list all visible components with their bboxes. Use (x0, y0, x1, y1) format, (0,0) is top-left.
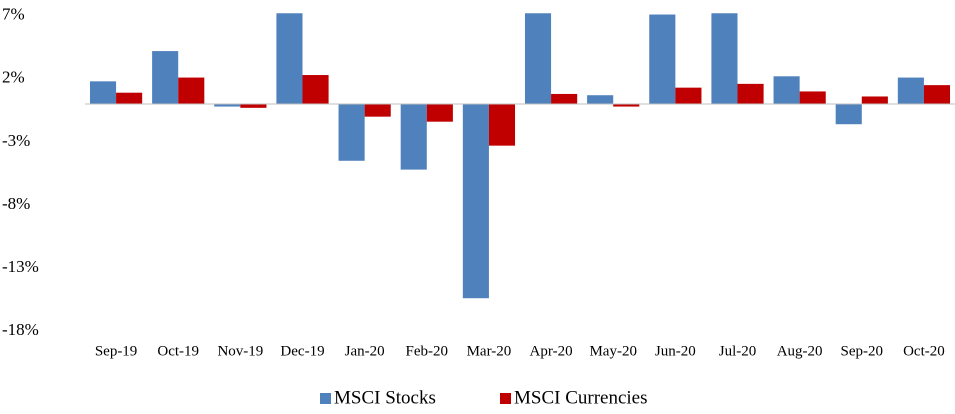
x-tick-label: Jun-20 (655, 343, 696, 359)
bar (737, 83, 764, 105)
legend-swatch (500, 393, 511, 404)
bar (240, 104, 267, 108)
bar (675, 87, 702, 105)
bar (524, 13, 552, 105)
bar (400, 104, 427, 170)
bar (799, 91, 826, 105)
x-tick-label: Jul-20 (719, 343, 757, 359)
y-tick-label: -3% (2, 131, 30, 150)
x-tick-label: Oct-20 (903, 343, 945, 359)
y-tick-label: 7% (2, 5, 25, 24)
bar (89, 81, 117, 105)
bar (364, 104, 391, 117)
x-tick-label: Nov-19 (217, 343, 263, 359)
bar (152, 51, 179, 105)
bar (587, 95, 614, 105)
x-tick-label: Sep-19 (95, 343, 138, 359)
y-tick-label: -18% (2, 320, 39, 339)
y-tick-label: -8% (2, 194, 30, 213)
x-tick-label: Aug-20 (777, 343, 823, 359)
bar (116, 92, 143, 105)
x-tick-label: Feb-20 (406, 343, 449, 359)
x-tick-label: Oct-19 (157, 343, 199, 359)
bar (488, 104, 516, 146)
bar (861, 96, 888, 105)
bar (426, 104, 453, 122)
bar (276, 13, 303, 105)
x-tick-label: Mar-20 (467, 343, 512, 359)
bar (214, 104, 241, 107)
bar (613, 104, 640, 107)
x-tick-label: Sep-20 (841, 343, 884, 359)
y-tick-label: -13% (2, 257, 39, 276)
bar (711, 13, 738, 105)
legend-swatch (320, 393, 331, 404)
bar (649, 14, 676, 105)
bar (302, 75, 329, 105)
bar (897, 77, 924, 105)
bar (923, 85, 951, 105)
bar (462, 104, 489, 299)
x-tick-label: May-20 (589, 343, 637, 359)
x-tick-label: Dec-19 (280, 343, 324, 359)
bar (338, 104, 365, 161)
legend-label: MSCI Currencies (514, 387, 648, 408)
legend-label: MSCI Stocks (334, 387, 436, 408)
bar (178, 77, 205, 105)
bar (551, 93, 578, 105)
bar (773, 76, 800, 105)
bar (835, 104, 862, 125)
x-tick-label: Jan-20 (345, 343, 385, 359)
x-tick-label: Apr-20 (530, 343, 573, 359)
y-tick-label: 2% (2, 68, 25, 87)
